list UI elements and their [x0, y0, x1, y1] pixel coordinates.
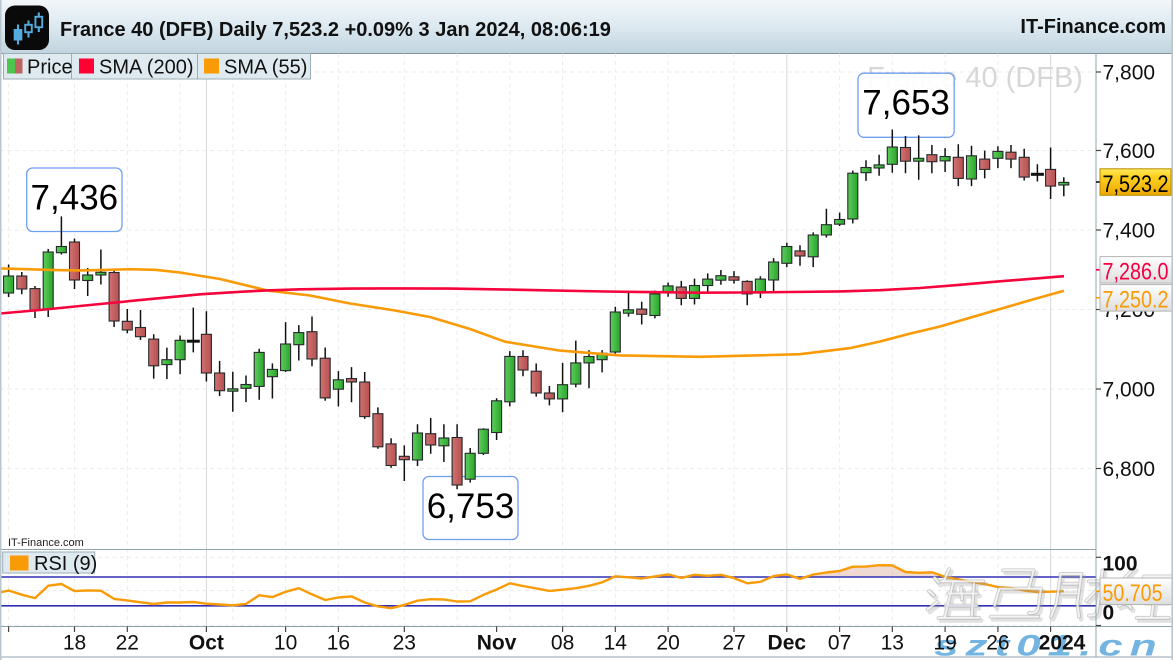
- svg-text:Oct: Oct: [189, 632, 224, 655]
- svg-text:6,753: 6,753: [427, 487, 515, 526]
- svg-text:19: 19: [933, 632, 956, 655]
- svg-text:20: 20: [656, 632, 679, 655]
- svg-text:6,800: 6,800: [1103, 458, 1156, 481]
- svg-text:IT-Finance.com: IT-Finance.com: [1020, 16, 1166, 38]
- svg-text:7,800: 7,800: [1103, 61, 1156, 84]
- svg-text:18: 18: [63, 632, 86, 655]
- svg-text:Price: Price: [27, 57, 73, 79]
- svg-text:Nov: Nov: [477, 632, 517, 655]
- svg-text:7,250.2: 7,250.2: [1103, 287, 1169, 314]
- svg-text:13: 13: [881, 632, 904, 655]
- svg-text:7,400: 7,400: [1103, 219, 1156, 242]
- svg-text:7,436: 7,436: [31, 178, 119, 217]
- svg-text:08: 08: [551, 632, 574, 655]
- svg-text:Dec: Dec: [768, 632, 807, 655]
- svg-text:IT-Finance.com: IT-Finance.com: [8, 537, 84, 549]
- svg-text:2024: 2024: [1039, 632, 1086, 655]
- svg-text:7,286.0: 7,286.0: [1103, 259, 1169, 286]
- svg-text:07: 07: [828, 632, 851, 655]
- svg-text:7,000: 7,000: [1103, 378, 1156, 401]
- svg-text:SMA (55): SMA (55): [224, 57, 307, 79]
- svg-text:10: 10: [274, 632, 297, 655]
- svg-text:27: 27: [722, 632, 745, 655]
- svg-text:50.705: 50.705: [1103, 580, 1163, 607]
- svg-text:100: 100: [1103, 553, 1138, 576]
- svg-text:7,523.2: 7,523.2: [1103, 171, 1169, 198]
- svg-text:16: 16: [327, 632, 350, 655]
- svg-text:RSI (9): RSI (9): [34, 553, 97, 575]
- svg-text:France 40 (DFB) Daily 7,523.2: France 40 (DFB) Daily 7,523.2 +0.09% 3 J…: [60, 19, 611, 41]
- svg-text:26: 26: [986, 632, 1009, 655]
- svg-text:7,600: 7,600: [1103, 140, 1156, 163]
- svg-text:SMA (200): SMA (200): [99, 57, 193, 79]
- svg-text:23: 23: [393, 632, 416, 655]
- svg-text:7,653: 7,653: [862, 84, 950, 123]
- svg-text:22: 22: [116, 632, 139, 655]
- svg-text:0: 0: [1103, 602, 1115, 625]
- svg-text:14: 14: [604, 632, 628, 655]
